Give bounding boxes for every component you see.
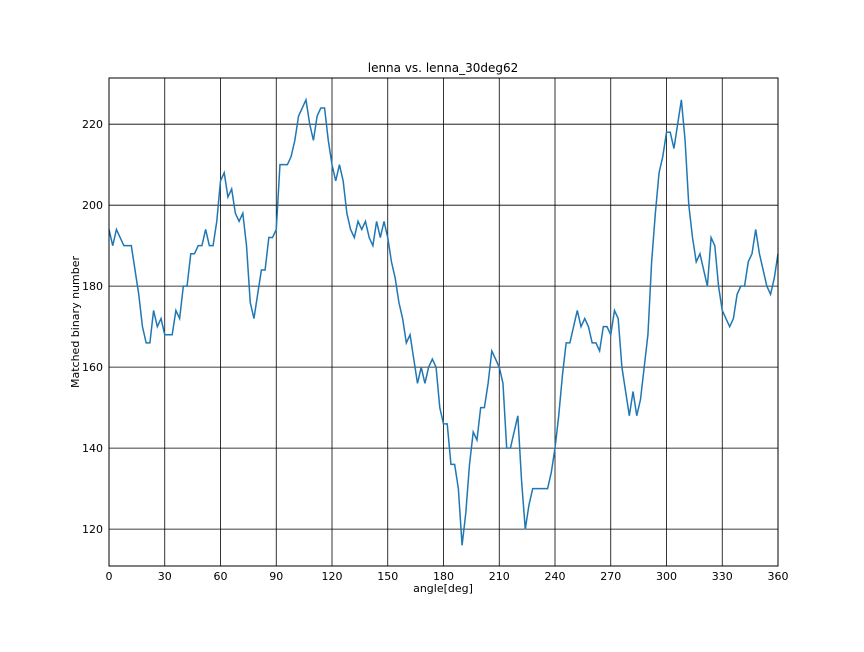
x-tick-label: 180 bbox=[433, 570, 454, 583]
y-tick-label: 160 bbox=[82, 361, 103, 374]
x-tick-label: 90 bbox=[269, 570, 283, 583]
y-tick-label: 140 bbox=[82, 442, 103, 455]
x-tick-label: 360 bbox=[768, 570, 789, 583]
y-tick-label: 180 bbox=[82, 280, 103, 293]
y-tick-label: 120 bbox=[82, 523, 103, 536]
x-tick-label: 0 bbox=[106, 570, 113, 583]
x-tick-label: 120 bbox=[322, 570, 343, 583]
chart-title: lenna vs. lenna_30deg62 bbox=[368, 61, 519, 75]
plot-frame bbox=[108, 77, 779, 567]
x-tick-label: 300 bbox=[656, 570, 677, 583]
y-axis-label: Matched binary number bbox=[69, 256, 82, 388]
x-tick-label: 240 bbox=[545, 570, 566, 583]
data-line bbox=[108, 97, 779, 546]
x-axis-label: angle[deg] bbox=[413, 582, 473, 595]
y-tick-label: 200 bbox=[82, 199, 103, 212]
y-tick-label: 220 bbox=[82, 118, 103, 131]
x-tick-label: 270 bbox=[600, 570, 621, 583]
x-tick-label: 30 bbox=[158, 570, 172, 583]
x-tick-label: 60 bbox=[214, 570, 228, 583]
x-tick-label: 210 bbox=[489, 570, 510, 583]
x-tick-label: 150 bbox=[377, 570, 398, 583]
x-tick-label: 330 bbox=[712, 570, 733, 583]
